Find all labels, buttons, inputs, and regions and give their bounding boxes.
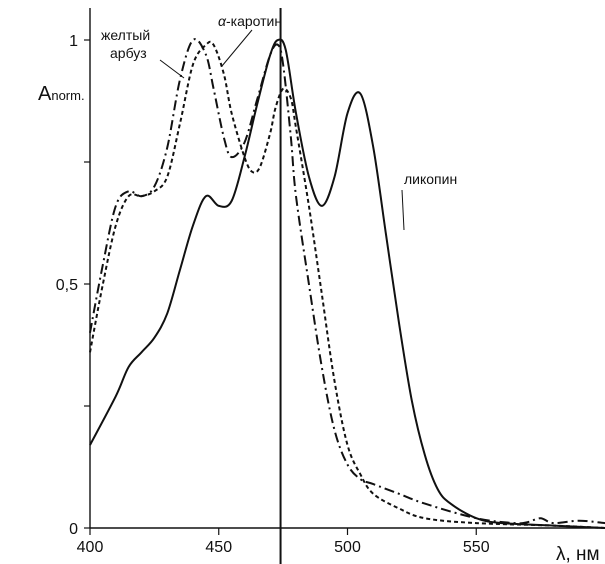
annotation-yellow-watermelon-line1: желтый (101, 27, 150, 43)
y-tick-label-2: 0,5 (56, 277, 78, 294)
x-tick-label-3: 550 (463, 539, 490, 556)
series-lycopene (89, 38, 605, 529)
annotation-alpha-text: -каротин (226, 13, 282, 29)
x-tick-label-1: 450 (205, 539, 232, 556)
y-tick-label-0: 0 (69, 521, 78, 538)
x-tick-label-2: 500 (334, 539, 361, 556)
series-alpha-carotene (89, 40, 605, 529)
y-axis-label-main: A (38, 83, 52, 105)
axes: 0 0,5 1 400 450 500 550 (56, 8, 605, 564)
annotation-leaders (159, 29, 405, 231)
leader-lycopene (401, 189, 405, 231)
x-axis-label: λ, нм (556, 544, 600, 564)
labels: Anorm. λ, нм желтый арбуз α-каротин лико… (38, 13, 600, 564)
annotation-alpha-symbol: α (218, 13, 227, 29)
x-tick-label-0: 400 (77, 539, 104, 556)
y-tick-label-4: 1 (69, 33, 78, 50)
annotation-yellow-watermelon-line2: арбуз (110, 45, 147, 61)
y-axis-label-sub: norm. (51, 88, 84, 103)
series-layer (89, 38, 605, 529)
y-axis-label: Anorm. (38, 83, 85, 105)
series-yellow-watermelon (89, 38, 605, 525)
leader-yellow-watermelon (159, 59, 185, 79)
annotation-lycopene: ликопин (404, 171, 457, 187)
leader-alpha-carotene (221, 29, 253, 67)
annotation-alpha-carotene: α-каротин (218, 13, 282, 29)
